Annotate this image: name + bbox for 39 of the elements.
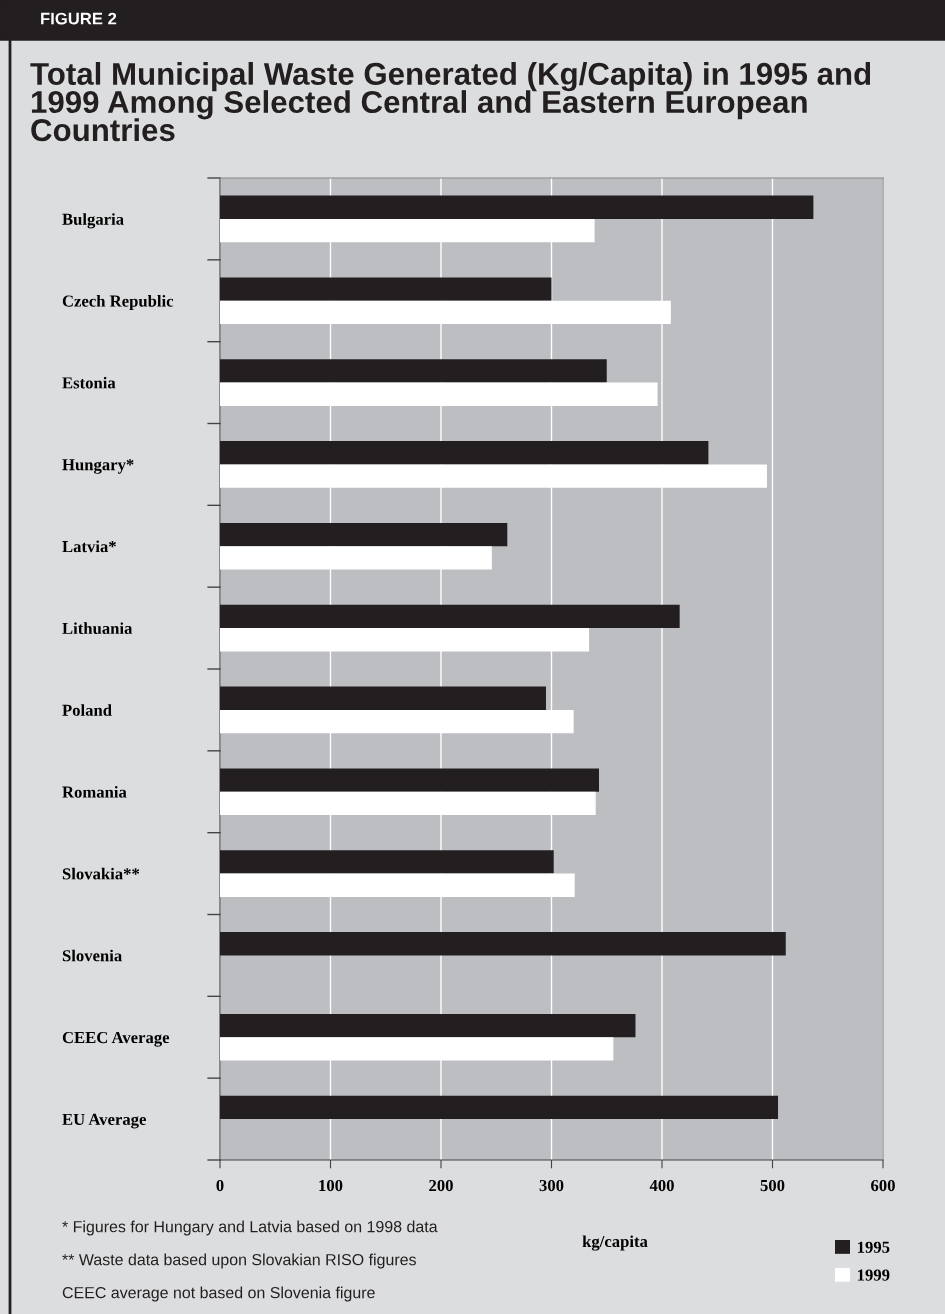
bar — [220, 768, 600, 792]
bar — [220, 1095, 779, 1120]
y-tick-label: EU Average — [62, 1113, 146, 1129]
y-tick-label: Bulgaria — [62, 213, 124, 229]
bar — [220, 359, 607, 383]
x-tick-label: 600 — [871, 1179, 895, 1192]
bar — [220, 932, 786, 956]
bar — [220, 277, 552, 301]
chart-title: Total Municipal Waste Generated (Kg/Capita) in 1995 and 1999 Among Selected Central and Eastern European Countries — [30, 62, 871, 142]
legend-label: 1995 — [858, 1241, 890, 1253]
bar — [220, 522, 508, 547]
y-tick-label: Hungary* — [62, 459, 134, 474]
y-tick-label: Poland — [62, 704, 112, 716]
y-tick-label: Estonia — [62, 376, 116, 389]
x-tick-label: 400 — [649, 1179, 674, 1192]
text: CEEC average not based on Slovenia figure — [62, 1286, 375, 1302]
legend-label: 1999 — [858, 1269, 890, 1281]
y-tick-label: Lithuania — [62, 622, 133, 635]
bar — [220, 686, 546, 710]
bar — [220, 604, 680, 629]
y-tick-label: Czech Republic — [62, 294, 174, 311]
bar — [220, 1013, 636, 1038]
x-axis-title: kg/capita — [582, 1235, 648, 1251]
caption: FIGURE 2 — [41, 12, 117, 25]
y-tick-label: Romania — [62, 785, 127, 798]
y-tick-label: CEEC Average — [62, 1031, 170, 1047]
x-tick-label: 500 — [760, 1179, 785, 1192]
x-tick-label: 200 — [429, 1179, 453, 1192]
bar — [220, 195, 814, 219]
y-tick-label: Latvia* — [62, 540, 116, 553]
text: * Figures for Hungary and Latvia based on 1998 data — [62, 1220, 438, 1236]
bar — [220, 850, 554, 874]
x-tick-label: 100 — [319, 1179, 343, 1192]
x-tick-label: 300 — [539, 1179, 564, 1192]
y-tick-label: Slovenia — [62, 949, 122, 962]
text: ** Waste data based upon Slovakian RISO figures — [62, 1253, 416, 1269]
y-tick-label: Slovakia** — [62, 867, 140, 880]
x-tick-label: 0 — [216, 1179, 224, 1192]
bar — [220, 441, 709, 465]
